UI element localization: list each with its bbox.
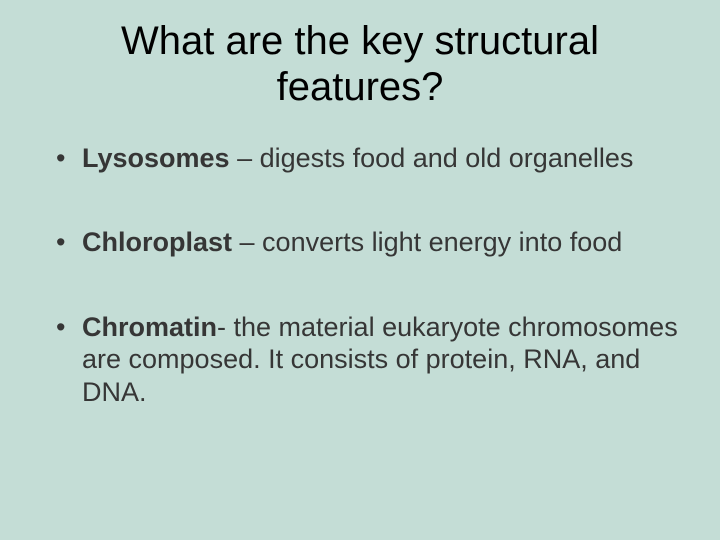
definition: converts light energy into food — [262, 227, 622, 257]
term: Chloroplast — [82, 227, 232, 257]
term: Chromatin — [82, 312, 217, 342]
slide-container: What are the key structural features? Ly… — [0, 0, 720, 540]
separator: – — [232, 227, 262, 257]
bullet-item: Lysosomes – digests food and old organel… — [52, 142, 680, 174]
bullet-list: Lysosomes – digests food and old organel… — [40, 142, 680, 408]
definition: digests food and old organelles — [260, 143, 634, 173]
term: Lysosomes — [82, 143, 230, 173]
separator: - — [217, 312, 234, 342]
separator: – — [230, 143, 260, 173]
bullet-item: Chloroplast – converts light energy into… — [52, 226, 680, 258]
slide-title: What are the key structural features? — [40, 18, 680, 110]
bullet-item: Chromatin- the material eukaryote chromo… — [52, 311, 680, 408]
